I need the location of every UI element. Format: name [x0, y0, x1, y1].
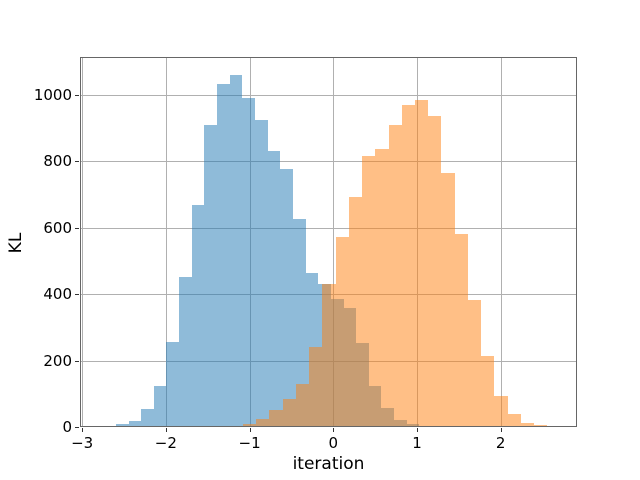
y-tick-label: 1000: [33, 85, 72, 104]
x-tick-label: −1: [238, 434, 261, 452]
orange-histogram-bar: [348, 196, 363, 427]
x-tick-mark: [416, 428, 418, 432]
x-gridline: [82, 57, 84, 427]
orange-histogram-bar: [507, 413, 521, 427]
blue-histogram-bar: [191, 204, 205, 427]
y-gridline: [80, 227, 577, 229]
orange-histogram-bar: [467, 299, 482, 427]
blue-histogram-bar: [141, 409, 154, 427]
orange-histogram-bar: [547, 426, 561, 427]
y-tick-label: 600: [43, 218, 72, 237]
orange-histogram-bar: [362, 156, 376, 427]
x-gridline: [500, 57, 502, 427]
y-gridline: [80, 94, 577, 96]
orange-histogram-bar: [375, 149, 389, 427]
x-gridline: [165, 57, 167, 427]
x-tick-mark: [82, 428, 84, 432]
y-tick-mark: [75, 161, 79, 163]
y-axis-label: KL: [6, 232, 26, 254]
blue-histogram-bar: [179, 277, 192, 427]
blue-histogram-bar: [255, 120, 268, 427]
blue-histogram-bar: [204, 125, 218, 427]
y-tick-mark: [75, 227, 79, 229]
x-tick-label: 0: [328, 434, 339, 452]
x-axis-label: iteration: [292, 454, 365, 474]
y-tick-label: 400: [43, 285, 72, 304]
orange-histogram-bar: [243, 423, 257, 427]
y-tick-label: 0: [62, 418, 72, 436]
blue-histogram-bar: [166, 341, 180, 427]
orange-histogram-bar: [295, 384, 310, 427]
blue-histogram-bar: [292, 219, 306, 427]
plot-area: [80, 57, 577, 427]
orange-histogram-bar: [388, 125, 402, 427]
x-gridline: [333, 57, 335, 427]
x-tick-label: −2: [154, 434, 177, 452]
orange-histogram-bar: [322, 284, 336, 427]
orange-histogram-bar: [269, 410, 283, 427]
blue-histogram-bar: [217, 83, 230, 427]
y-gridline: [80, 161, 577, 163]
orange-histogram-bar: [309, 346, 323, 427]
orange-histogram-bar: [428, 116, 442, 427]
blue-histogram-bar: [115, 424, 129, 427]
blue-histogram-bar: [153, 386, 167, 427]
orange-histogram-bar: [441, 173, 455, 427]
y-tick-mark: [75, 427, 79, 428]
x-tick-mark: [500, 428, 502, 432]
y-tick-mark: [75, 294, 79, 296]
blue-histogram-bar: [229, 74, 243, 427]
blue-histogram-bar: [280, 169, 293, 427]
x-tick-mark: [249, 428, 251, 432]
y-tick-mark: [75, 94, 79, 96]
x-tick-mark: [165, 428, 167, 432]
orange-histogram-bar: [481, 356, 495, 427]
blue-histogram-bar: [267, 151, 281, 427]
y-tick-mark: [75, 360, 79, 362]
orange-histogram-bar: [494, 396, 508, 427]
blue-histogram-bar: [242, 97, 255, 427]
orange-histogram-bar: [414, 99, 429, 427]
orange-histogram-bar: [335, 236, 349, 427]
y-tick-label: 200: [43, 351, 72, 370]
orange-histogram-bar: [454, 233, 468, 427]
x-tick-label: 2: [495, 434, 506, 452]
orange-histogram-bar: [533, 425, 548, 427]
x-tick-mark: [333, 428, 335, 432]
y-tick-label: 800: [43, 152, 72, 171]
orange-histogram-bar: [282, 398, 296, 427]
orange-histogram-bar: [520, 423, 534, 427]
orange-histogram-bar: [401, 105, 415, 427]
x-tick-label: −3: [71, 434, 94, 452]
blue-histogram-bar: [128, 421, 142, 427]
x-tick-label: 1: [412, 434, 422, 452]
orange-histogram-bar: [256, 418, 270, 427]
